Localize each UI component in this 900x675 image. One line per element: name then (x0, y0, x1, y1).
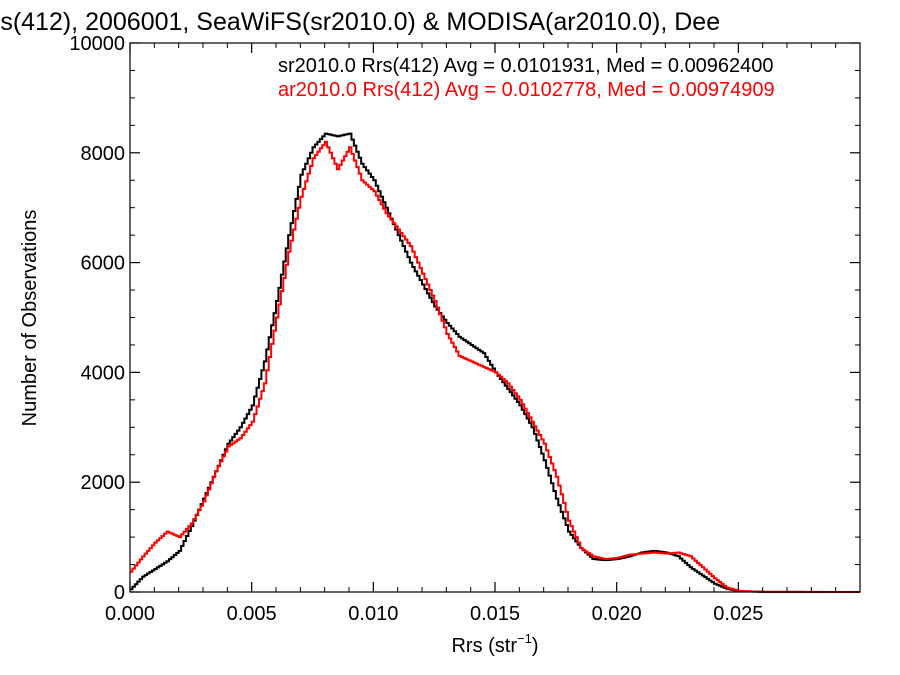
legend-entry-sr2010: sr2010.0 Rrs(412) Avg = 0.0101931, Med =… (278, 55, 774, 77)
x-axis-label-main: Rrs (str (451, 635, 517, 657)
y-axis: 0 2000 4000 6000 8000 10000 (69, 33, 860, 604)
x-tick-label: 0.000 (105, 603, 155, 625)
y-tick-label: 4000 (81, 362, 126, 384)
chart-title: rs(412), 2006001, SeaWiFS(sr2010.0) & MO… (0, 8, 720, 36)
y-tick-label: 2000 (81, 472, 126, 494)
legend: sr2010.0 Rrs(412) Avg = 0.0101931, Med =… (278, 55, 775, 101)
series-line-sr2010 (130, 132, 860, 593)
series-line-ar2010 (130, 140, 860, 593)
series-layer (130, 132, 860, 593)
x-axis-label-sup: −1 (517, 631, 532, 646)
x-axis-label: Rrs (str−1) (451, 631, 538, 657)
y-axis-label: Number of Observations (19, 210, 41, 427)
legend-entry-ar2010: ar2010.0 Rrs(412) Avg = 0.0102778, Med =… (278, 79, 775, 101)
x-tick-label: 0.015 (470, 603, 520, 625)
x-axis: 0.000 0.005 0.010 0.015 0.020 0.025 (105, 43, 837, 625)
plot-frame (129, 42, 861, 593)
y-tick-label: 10000 (69, 33, 125, 55)
y-tick-label: 8000 (81, 143, 126, 165)
x-tick-label: 0.025 (713, 603, 763, 625)
y-tick-label: 6000 (81, 253, 126, 275)
y-tick-label: 0 (114, 582, 125, 604)
x-tick-label: 0.020 (592, 603, 642, 625)
x-axis-label-close: ) (532, 635, 539, 657)
x-tick-label: 0.005 (227, 603, 277, 625)
x-tick-label: 0.010 (348, 603, 398, 625)
